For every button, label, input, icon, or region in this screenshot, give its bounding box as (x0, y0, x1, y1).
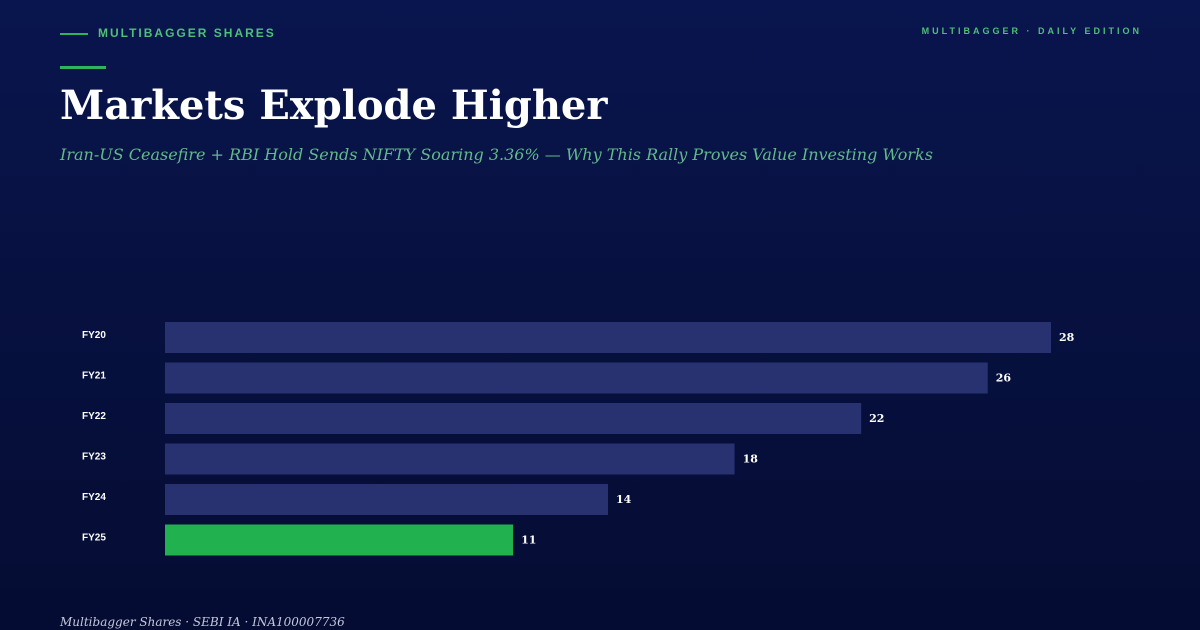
bar-fy21 (165, 362, 988, 394)
accent-rule (60, 66, 106, 69)
value-label-fy25: 11 (521, 534, 536, 547)
bar-fy23 (165, 443, 735, 475)
category-label-fy20: FY20 (82, 330, 106, 341)
bar-fy24 (165, 484, 608, 515)
brand-name: MULTIBAGGER SHARES (98, 26, 276, 40)
bar-fy20 (165, 322, 1051, 353)
category-label-fy22: FY22 (82, 411, 106, 422)
brand: MULTIBAGGER SHARES (60, 26, 276, 40)
category-label-fy21: FY21 (82, 371, 106, 382)
category-label-fy24: FY24 (82, 492, 106, 503)
bar-fy25 (165, 524, 514, 556)
brand-rule (60, 32, 88, 35)
page-title: Markets Explode Higher (60, 82, 608, 129)
edition-label: MULTIBAGGER · DAILY EDITION (921, 26, 1142, 36)
value-label-fy23: 18 (743, 453, 759, 466)
bar-fy22 (165, 403, 862, 434)
value-label-fy20: 28 (1059, 331, 1075, 344)
category-label-fy23: FY23 (82, 452, 106, 463)
value-label-fy22: 22 (869, 412, 884, 425)
category-label-fy25: FY25 (82, 533, 106, 544)
value-label-fy24: 14 (616, 493, 632, 506)
page-subtitle: Iran-US Ceasefire + RBI Hold Sends NIFTY… (60, 145, 933, 164)
value-label-fy21: 26 (996, 372, 1012, 385)
footer-credit: Multibagger Shares · SEBI IA · INA100007… (60, 615, 345, 629)
